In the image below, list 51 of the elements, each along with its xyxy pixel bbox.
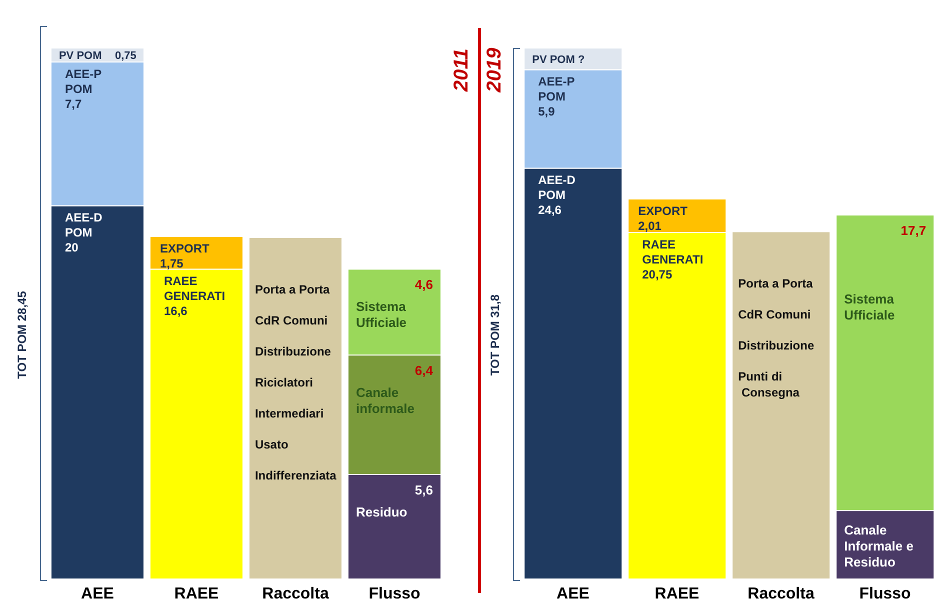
data-label: 17,7 [900,222,926,238]
annotation: Distribuzione [738,338,814,353]
x-tick-label: AEE [556,585,590,602]
annotation: Usato [254,437,288,452]
x-tick-label: Raccolta [262,585,329,602]
data-label: 4,6 [414,277,433,292]
data-label: 2,01 [638,218,662,233]
series-label: AEE-D POM [64,210,103,240]
x-tick-label: Raccolta [748,585,814,602]
series-label: RAEE GENERATI [642,238,704,267]
data-label: 20,75 [642,268,672,282]
data-label: 20 [64,240,79,255]
x-tick-label: RAEE [654,585,700,602]
x-tick-label: Flusso [368,585,421,602]
annotation: CdR Comuni [738,308,811,322]
series-label: EXPORT [160,242,210,256]
annotation: Indifferenziata [254,468,337,482]
x-tick-label: AEE [81,585,114,602]
annotation: Porta a Porta [254,282,330,296]
x-tick-label: Flusso [859,585,912,602]
data-label: 6,4 [414,363,434,378]
series-label: Sistema Ufficiale [356,299,407,330]
series-label: Canale informale [356,385,414,416]
y-axis-title: TOT POM 28,45 [15,291,29,380]
data-label: 0,75 [114,50,136,62]
data-label: 5,9 [538,104,556,119]
annotation: Distribuzione [254,344,332,358]
annotation: CdR Comuni [254,313,328,328]
data-label: 5,6 [414,482,433,498]
annotation: Punti di Consegna [738,370,800,400]
series-label: PV POM ? [532,54,585,66]
data-label: 1,75 [160,256,184,271]
annotation: Riciclatori [254,375,313,390]
data-label: 7,7 [64,97,82,111]
series-label: EXPORT [638,204,688,218]
series-label: Residuo [356,504,408,520]
annotation: Porta a Porta [738,276,814,291]
series-label: AEE-P POM [538,74,575,104]
text: 2019 [484,48,506,92]
y-axis-title: TOT POM 31,8 [488,294,502,376]
series-label: PV POM [58,50,102,62]
data-label: 24,6 [538,203,562,218]
series-label: AEE-D POM [538,173,576,202]
annotation: Intermediari [254,406,324,420]
data-label: 16,6 [164,304,188,318]
series-label: Canale Informale e Residuo [844,522,914,570]
text: 2011 [450,48,474,92]
series-label: RAEE GENERATI [164,274,226,304]
series-label: AEE-P POM [64,67,102,96]
x-tick-label: RAEE [174,585,220,602]
series-label: Sistema Ufficiale [844,292,895,323]
